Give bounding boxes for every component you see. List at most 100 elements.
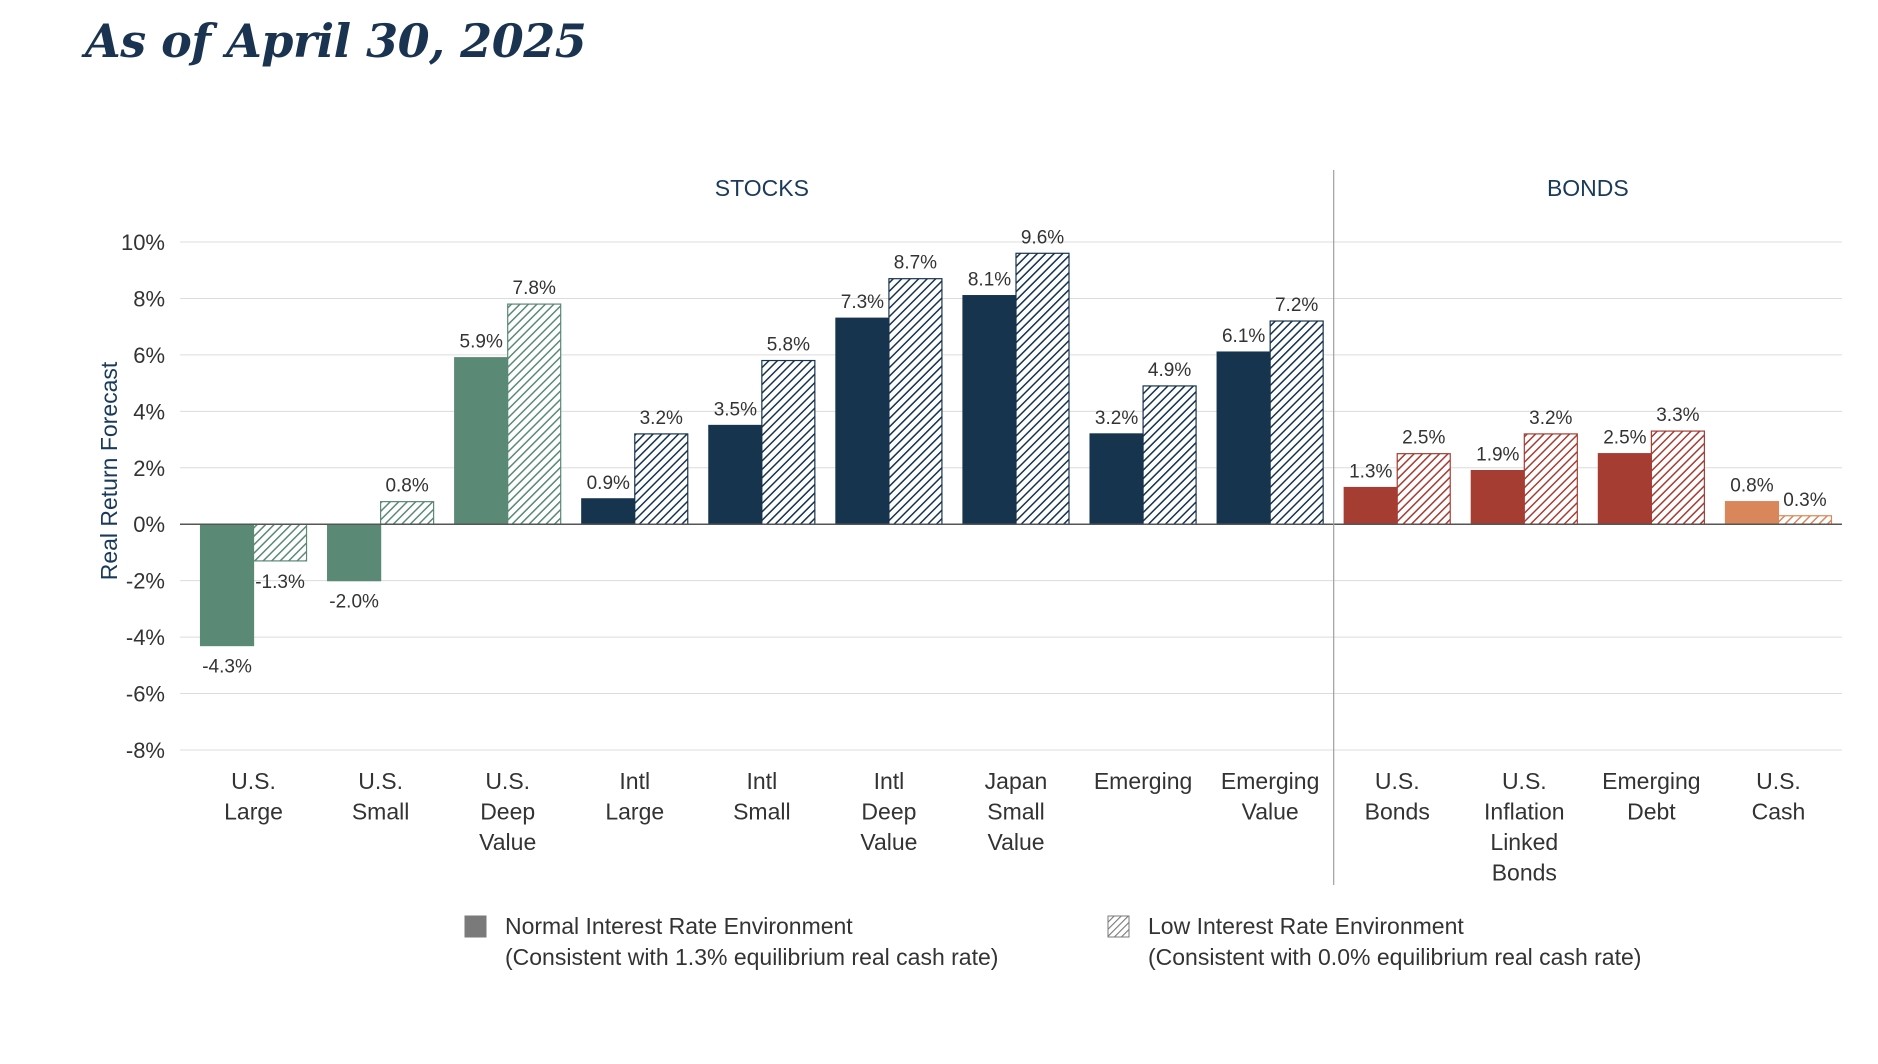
data-label: -1.3%	[255, 572, 305, 593]
bar	[581, 498, 636, 525]
category-label: Value	[479, 829, 536, 855]
category-label: Small	[733, 799, 791, 825]
data-label: 5.9%	[460, 332, 503, 353]
data-label: 8.1%	[968, 270, 1011, 291]
category-label: U.S.	[358, 768, 403, 794]
data-label: 2.5%	[1603, 428, 1646, 449]
data-label: 3.2%	[1529, 408, 1572, 429]
bar	[1597, 453, 1652, 525]
bars	[199, 252, 1833, 647]
category-label: Large	[605, 799, 664, 825]
y-tick-label: 6%	[133, 343, 165, 368]
category-label: Value	[987, 829, 1044, 855]
category-label: Small	[987, 799, 1045, 825]
bar	[1650, 430, 1705, 525]
data-label: 9.6%	[1021, 227, 1064, 248]
data-label: 0.8%	[1730, 476, 1773, 497]
data-label: 1.9%	[1476, 445, 1519, 466]
data-label: 5.8%	[767, 335, 810, 356]
category-label: Inflation	[1484, 799, 1565, 825]
y-tick-label: 4%	[133, 399, 165, 424]
bar	[1216, 351, 1271, 525]
category-label: Value	[1242, 799, 1299, 825]
bar	[199, 523, 255, 647]
bar	[1470, 470, 1525, 525]
page-title: As of April 30, 2025	[85, 14, 587, 68]
category-label: Emerging	[1221, 768, 1319, 794]
category-label: Debt	[1627, 799, 1676, 825]
legend-label: Low Interest Rate Environment	[1148, 913, 1464, 939]
bar	[634, 433, 689, 525]
category-label: U.S.	[231, 768, 276, 794]
data-label: 3.2%	[640, 408, 683, 429]
legend-note: (Consistent with 1.3% equilibrium real c…	[505, 944, 998, 970]
bar	[1396, 453, 1451, 525]
legend: Normal Interest Rate Environment (Consist…	[464, 913, 1641, 970]
bar	[507, 303, 562, 525]
bar	[1343, 486, 1398, 525]
category-label: Linked	[1490, 829, 1558, 855]
bar	[1142, 385, 1197, 525]
legend-swatch	[1107, 915, 1130, 938]
data-label: 4.9%	[1148, 360, 1191, 381]
data-label: 7.3%	[841, 292, 884, 313]
data-label: 1.3%	[1349, 462, 1392, 483]
bar	[327, 523, 382, 582]
bar	[1523, 433, 1578, 525]
bar	[252, 523, 308, 562]
data-label: 7.2%	[1275, 295, 1318, 316]
category-label: Emerging	[1094, 768, 1192, 794]
bar	[888, 278, 943, 525]
category-label: Emerging	[1602, 768, 1700, 794]
category-label: Bonds	[1365, 799, 1430, 825]
category-label: U.S.	[1756, 768, 1801, 794]
category-label: Cash	[1752, 799, 1806, 825]
category-label: Intl	[619, 768, 650, 794]
data-label: 0.9%	[587, 473, 630, 494]
bar	[380, 501, 435, 525]
data-label: 0.3%	[1783, 490, 1826, 511]
category-label: Intl	[874, 768, 905, 794]
category-label: Value	[860, 829, 917, 855]
bar	[761, 359, 816, 525]
y-tick-label: 0%	[133, 512, 165, 537]
category-label: U.S.	[1375, 768, 1420, 794]
legend-note: (Consistent with 0.0% equilibrium real c…	[1148, 944, 1641, 970]
y-tick-label: -8%	[126, 738, 165, 763]
bar	[962, 295, 1017, 525]
data-labels: -4.3% -1.3% -2.0% 0.8% 5.9% 7.8% 0.9% 3.2% 3.5% 5…	[202, 227, 1826, 677]
category-label: Small	[352, 799, 410, 825]
y-tick-label: 8%	[133, 286, 165, 311]
legend-swatch	[464, 915, 487, 938]
axes: 10% 8% 6% 4% 2% 0% -2% -4% -6% -8% Real Return For…	[96, 170, 1842, 886]
data-label: 0.8%	[385, 476, 428, 497]
data-label: 2.5%	[1402, 428, 1445, 449]
data-label: 7.8%	[513, 278, 556, 299]
group-label: STOCKS	[715, 175, 809, 201]
bar	[1015, 252, 1070, 525]
category-label: Large	[224, 799, 283, 825]
category-label: Deep	[480, 799, 535, 825]
data-label: 3.3%	[1656, 405, 1699, 426]
y-axis-title: Real Return Forecast	[96, 361, 122, 580]
data-label: -2.0%	[329, 592, 379, 613]
category-label: Intl	[747, 768, 778, 794]
data-label: 3.5%	[714, 399, 757, 420]
legend-label: Normal Interest Rate Environment	[505, 913, 853, 939]
data-label: 6.1%	[1222, 326, 1265, 347]
category-label: Bonds	[1492, 860, 1557, 886]
y-tick-label: -4%	[126, 625, 165, 650]
group-label: BONDS	[1547, 175, 1629, 201]
bar	[454, 357, 509, 525]
data-label: 8.7%	[894, 253, 937, 274]
data-label: 3.2%	[1095, 408, 1138, 429]
bar	[1724, 501, 1780, 525]
category-label: U.S.	[485, 768, 530, 794]
y-tick-label: -6%	[126, 682, 165, 707]
data-label: -4.3%	[202, 657, 252, 678]
y-tick-label: 2%	[133, 456, 165, 481]
bar	[708, 424, 763, 525]
category-label: U.S.	[1502, 768, 1547, 794]
bar	[1269, 320, 1324, 525]
